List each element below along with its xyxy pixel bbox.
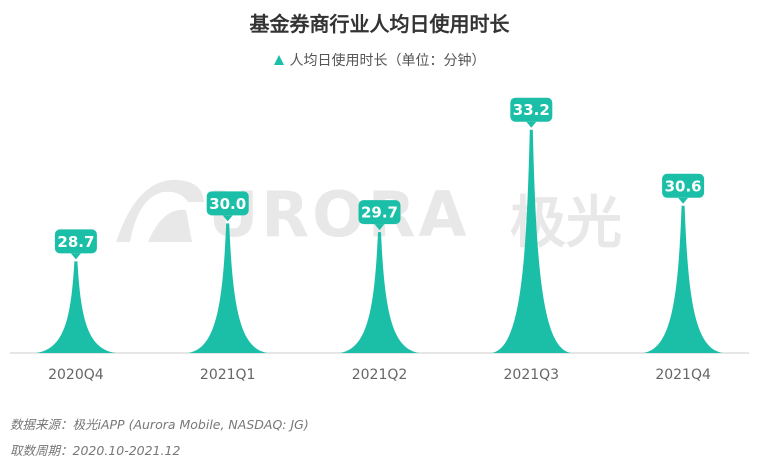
data-label-2021Q3: 33.2 [510,97,553,128]
bar-2021Q1 [187,223,268,353]
data-label-2021Q1: 30.0 [206,191,249,222]
data-label-2021Q2: 29.7 [358,200,401,231]
data-label-text: 28.7 [57,233,94,251]
data-label-bg [358,200,401,225]
x-tick-label-2021Q3: 2021Q3 [504,367,560,383]
bar-2020Q4 [35,261,116,353]
legend: 人均日使用时长（单位：分钟） [0,50,759,70]
data-label-bg [662,173,705,198]
data-label-text: 30.6 [665,177,702,195]
bar-2021Q3 [491,129,572,353]
data-label-bg [206,191,249,216]
data-label-pointer [222,215,233,222]
data-label-bg [54,229,97,254]
x-tick-label-2021Q2: 2021Q2 [352,367,408,383]
chart-title: 基金券商行业人均日使用时长 [249,12,510,36]
data-label-pointer [526,121,537,128]
data-label-2020Q4: 28.7 [54,229,97,260]
source-note: 数据来源：极光iAPP (Aurora Mobile, NASDAQ: JG) [10,417,309,432]
data-label-pointer [678,197,689,204]
legend-marker-icon [273,55,284,65]
data-label-bg [510,97,553,122]
data-label-pointer [70,253,81,260]
bar-2021Q2 [339,232,420,353]
x-tick-label-2021Q1: 2021Q1 [200,367,256,383]
x-tick-label-2020Q4: 2020Q4 [48,367,104,383]
data-label-text: 29.7 [361,204,398,222]
bar-2021Q4 [643,205,724,353]
data-label-text: 30.0 [209,195,246,213]
data-label-pointer [374,224,385,231]
data-label-text: 33.2 [513,101,550,119]
period-note: 取数周期：2020.10-2021.12 [10,443,181,458]
x-tick-label-2021Q4: 2021Q4 [655,367,711,383]
data-label-2021Q4: 30.6 [662,173,705,204]
legend-label: 人均日使用时长（单位：分钟） [289,53,486,69]
